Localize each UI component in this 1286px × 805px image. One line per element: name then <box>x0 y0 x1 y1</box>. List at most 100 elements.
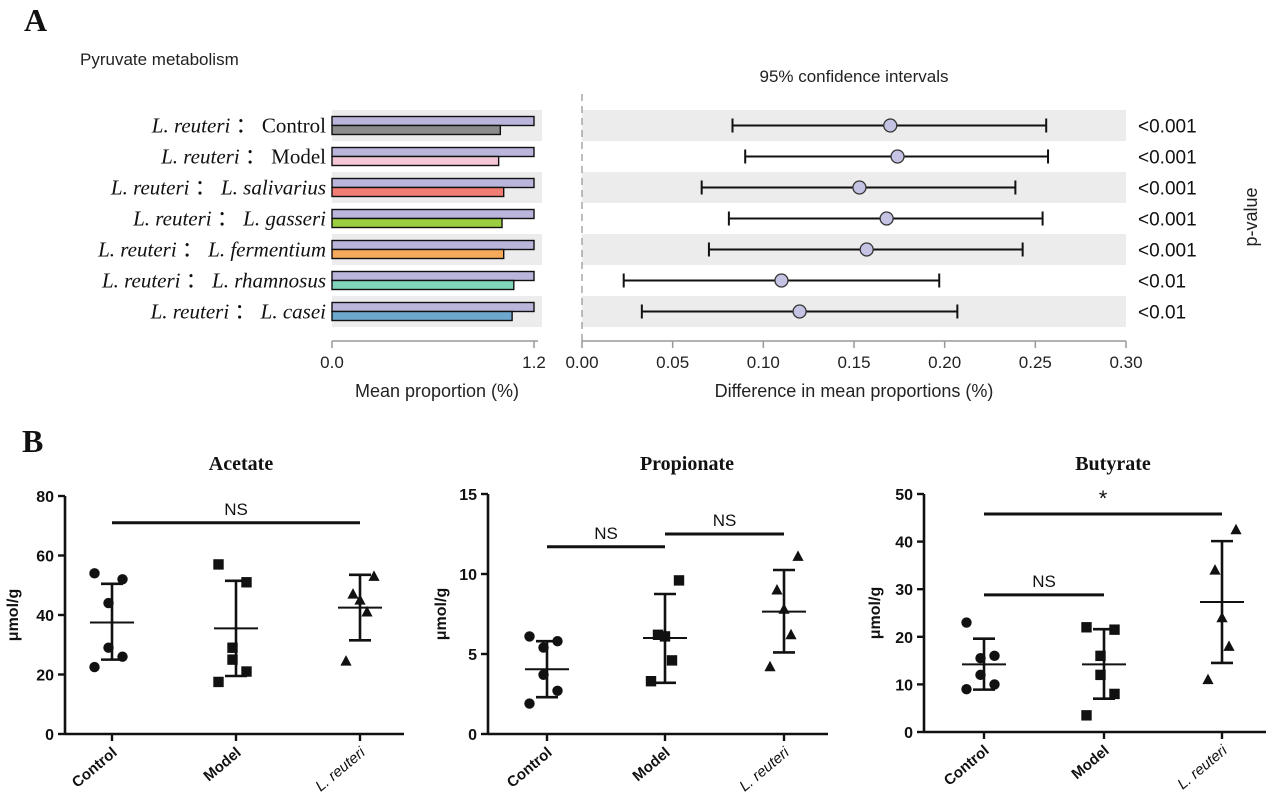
acetate-data-point <box>227 654 238 665</box>
propionate-data-point <box>778 603 790 614</box>
p-value-label: <0.001 <box>1138 210 1197 231</box>
butyrate-x-tick-label: Model <box>1068 742 1112 783</box>
bar-reuteri <box>331 177 535 189</box>
acetate-bracket-label: NS <box>224 500 248 519</box>
acetate-y-tick-label: 80 <box>36 489 54 506</box>
propionate-data-point <box>764 660 776 672</box>
acetate-data-point <box>354 594 366 605</box>
propionate-data-point <box>666 655 678 666</box>
acetate-title: Acetate <box>209 453 274 475</box>
butyrate-data-point <box>1081 622 1092 633</box>
left-x-tick-label: 0.0 <box>320 353 344 372</box>
panel-b-letter: B <box>22 423 44 459</box>
acetate-data-point <box>103 642 114 653</box>
propionate-x-tick-label: Model <box>629 744 673 785</box>
acetate-data-point <box>340 655 352 666</box>
acetate-data-point <box>89 661 100 673</box>
bar-reuteri <box>331 115 535 127</box>
p-value-label: <0.001 <box>1138 179 1197 200</box>
acetate-x-tick-label: L. reuteri <box>312 744 369 796</box>
bar-comparison <box>331 155 500 167</box>
acetate-data-point <box>241 577 252 588</box>
acetate-data-point <box>368 570 380 581</box>
right-x-tick-label: 0.05 <box>656 353 689 372</box>
p-value-label: <0.001 <box>1138 241 1197 262</box>
butyrate-data-point <box>975 653 986 664</box>
butyrate-data-point <box>1209 564 1221 575</box>
propionate-y-tick-label: 15 <box>459 487 477 504</box>
acetate-data-point <box>241 666 252 677</box>
row-label: L. reuteri ： Model <box>160 145 326 169</box>
right-x-tick-label: 0.25 <box>1019 353 1052 372</box>
row-label-a: L. reuteri <box>132 207 212 231</box>
propionate-data-point <box>659 631 671 642</box>
propionate-y-tick-label: 10 <box>459 567 477 584</box>
row-label-b: L. gasseri <box>242 207 326 231</box>
row-label: L. reuteri ： Control <box>151 114 326 138</box>
row-label-b: Control <box>262 114 326 138</box>
butyrate-y-axis-label: μmol/g <box>867 587 884 639</box>
butyrate-data-point <box>1216 611 1228 623</box>
row-label-b: L. salivarius <box>220 176 326 200</box>
acetate-data-point <box>361 606 373 617</box>
p-value-label: <0.001 <box>1138 148 1197 169</box>
ci-title: 95% confidence intervals <box>759 67 948 86</box>
right-x-axis-label: Difference in mean proportions (%) <box>715 381 994 401</box>
bar-comparison <box>331 310 513 322</box>
p-value-label: <0.01 <box>1138 272 1186 293</box>
propionate-title: Propionate <box>640 453 734 475</box>
row-label-sep: ： <box>229 300 261 324</box>
bar-reuteri <box>331 270 535 282</box>
butyrate-data-point <box>1202 673 1214 685</box>
row-label: L. reuteri ： L. gasseri <box>132 207 326 231</box>
bar-comparison <box>331 217 503 229</box>
butyrate-data-point <box>1230 523 1242 535</box>
butyrate-y-tick-label: 40 <box>895 535 913 552</box>
propionate-y-tick-label: 5 <box>468 647 477 664</box>
p-value-axis-label: p-value <box>1241 187 1261 246</box>
row-label-a: L. reuteri <box>97 238 177 262</box>
propionate-data-point <box>538 642 549 653</box>
bar-reuteri <box>331 239 535 251</box>
acetate-data-point <box>103 597 114 609</box>
butyrate-data-point <box>989 650 1000 662</box>
panel-a-letter: A <box>24 2 48 38</box>
butyrate-data-point <box>1095 669 1106 681</box>
butyrate-data-point <box>975 669 986 681</box>
propionate-data-point <box>552 685 563 696</box>
acetate-x-tick-label: Model <box>200 744 244 785</box>
butyrate-bracket-label: * <box>1099 486 1108 511</box>
acetate-y-tick-label: 40 <box>36 608 54 625</box>
propionate-data-point <box>785 628 797 640</box>
ci-point <box>792 304 807 319</box>
row-label-a: L. reuteri <box>110 176 190 200</box>
left-x-axis-label: Mean proportion (%) <box>355 381 519 401</box>
propionate-y-axis-label: μmol/g <box>433 588 450 640</box>
propionate-bracket-label: NS <box>713 511 737 530</box>
bar-reuteri <box>331 208 535 220</box>
bar-comparison <box>331 279 515 291</box>
row-label-b: Model <box>271 145 326 169</box>
acetate-data-point <box>117 651 128 662</box>
butyrate-data-point <box>1223 640 1235 651</box>
row-label-sep: ： <box>181 269 213 293</box>
acetate-y-tick-label: 60 <box>36 549 54 566</box>
butyrate-y-tick-label: 0 <box>904 725 913 742</box>
butyrate-data-point <box>961 683 972 695</box>
row-label-b: L. fermentium <box>207 238 326 262</box>
ci-point <box>852 180 867 195</box>
butyrate-data-point <box>961 617 972 628</box>
p-value-label: <0.01 <box>1138 303 1186 324</box>
butyrate-data-point <box>1081 710 1092 721</box>
right-x-tick-label: 0.15 <box>837 353 870 372</box>
butyrate-data-point <box>1109 688 1120 700</box>
acetate-data-point <box>213 559 224 570</box>
butyrate-y-tick-label: 50 <box>895 487 913 504</box>
row-label-b: L. rhamnosus <box>211 269 326 293</box>
propionate-data-point <box>792 550 804 561</box>
bar-comparison <box>331 186 505 198</box>
p-value-label: <0.001 <box>1138 117 1197 138</box>
butyrate-data-point <box>1095 650 1106 662</box>
acetate-y-tick-label: 0 <box>45 727 54 744</box>
ci-point <box>890 149 905 164</box>
